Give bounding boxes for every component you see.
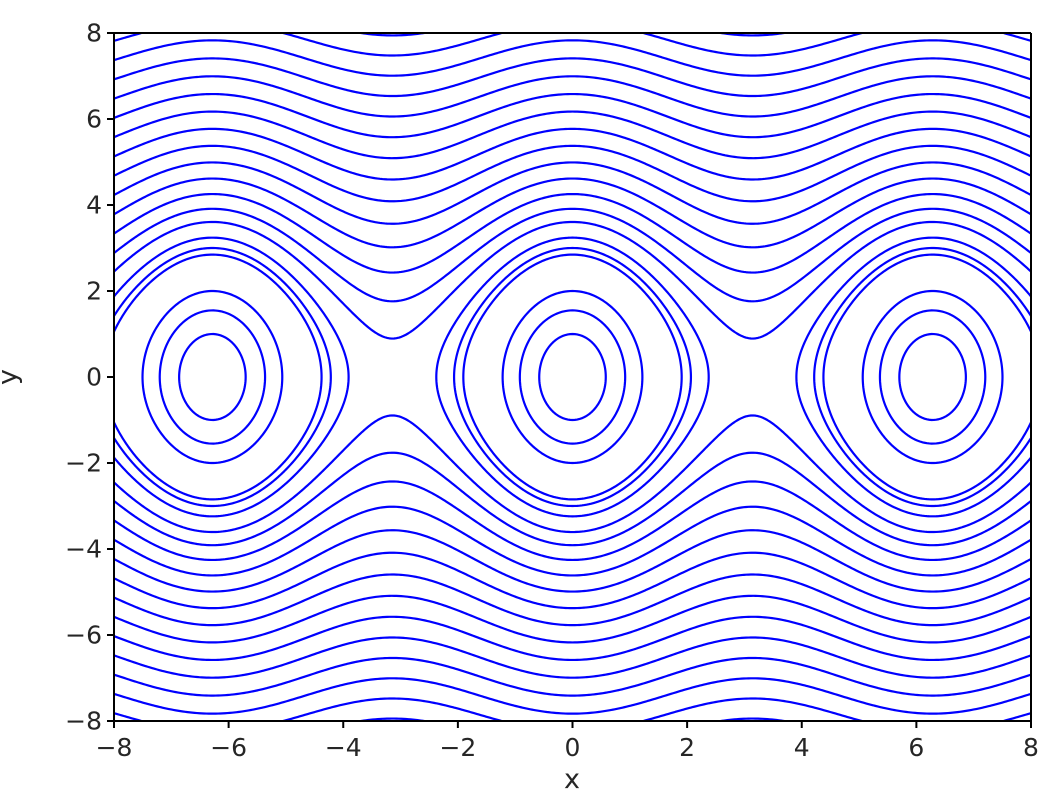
x-tick-label: 4 bbox=[793, 733, 810, 762]
contour-line bbox=[898, 332, 967, 422]
plot-background bbox=[114, 33, 1031, 721]
contour-line bbox=[114, 594, 1031, 644]
contour-line bbox=[114, 636, 1031, 679]
contour-line bbox=[114, 127, 1031, 181]
contour-line bbox=[878, 309, 987, 445]
contour-line bbox=[114, 414, 1031, 534]
x-tick-label: 0 bbox=[564, 733, 581, 762]
contour-line bbox=[114, 39, 1031, 77]
contour-line bbox=[114, 677, 1031, 715]
contour-line bbox=[114, 177, 1031, 249]
contour-line bbox=[114, 573, 1031, 627]
contour-line bbox=[80, 744, 95, 747]
y-tick-label: 8 bbox=[86, 18, 102, 48]
contour-line bbox=[114, 236, 350, 518]
contour-line bbox=[114, 75, 1031, 118]
y-axis-label: y bbox=[0, 369, 24, 385]
y-tick-label: 4 bbox=[86, 190, 102, 220]
contour-line bbox=[971, 724, 1057, 747]
contour-line bbox=[538, 332, 607, 422]
contour-line bbox=[330, 7, 455, 15]
y-tick-label: −8 bbox=[65, 706, 102, 736]
y-tick-label: 2 bbox=[86, 276, 102, 306]
x-tick-label: −4 bbox=[324, 733, 362, 762]
contour-line bbox=[501, 289, 644, 465]
contour-line bbox=[714, 717, 791, 721]
contour-lines bbox=[80, 7, 1057, 747]
contour-line bbox=[354, 33, 431, 37]
contour-line bbox=[114, 144, 1031, 203]
x-tick-label: 6 bbox=[908, 733, 925, 762]
contour-line bbox=[114, 220, 1031, 340]
y-tick-label: 0 bbox=[86, 362, 102, 392]
contour-line bbox=[114, 192, 1031, 274]
y-tick-label: −6 bbox=[65, 620, 102, 650]
contour-line bbox=[114, 551, 1031, 610]
contour-line bbox=[114, 110, 1031, 160]
contour-line bbox=[114, 57, 1031, 98]
contour-line bbox=[452, 246, 693, 508]
contour-line bbox=[435, 236, 710, 518]
contour-line bbox=[178, 332, 247, 422]
contour-line bbox=[114, 207, 1031, 303]
contour-line bbox=[114, 480, 1031, 562]
x-tick-label: −6 bbox=[210, 733, 248, 762]
contour-line bbox=[714, 33, 791, 37]
contour-line bbox=[813, 246, 1031, 508]
y-tick-label: 6 bbox=[86, 104, 102, 134]
contour-line bbox=[795, 236, 1031, 518]
contour-line bbox=[861, 289, 1004, 465]
contour-line bbox=[114, 529, 1031, 593]
contour-line bbox=[690, 7, 815, 15]
x-tick-label: 2 bbox=[679, 733, 696, 762]
y-tick-label: −4 bbox=[65, 534, 102, 564]
contour-line bbox=[822, 253, 1031, 501]
contour-line bbox=[114, 505, 1031, 577]
contour-line bbox=[1050, 744, 1057, 747]
contour-line bbox=[518, 309, 627, 445]
contour-line bbox=[114, 161, 1031, 225]
x-tick-label: 8 bbox=[1023, 733, 1039, 762]
contour-line bbox=[354, 717, 431, 721]
contour-line bbox=[114, 656, 1031, 697]
y-tick-label: −2 bbox=[65, 448, 102, 478]
contour-line bbox=[114, 253, 323, 501]
contour-line bbox=[141, 289, 284, 465]
contour-line bbox=[114, 615, 1031, 662]
contour-line bbox=[114, 451, 1031, 547]
contour-line bbox=[114, 246, 332, 508]
axis-ticks bbox=[107, 32, 1032, 728]
x-tick-label: −8 bbox=[95, 733, 133, 762]
contour-line bbox=[971, 7, 1057, 30]
contour-line bbox=[158, 309, 267, 445]
contour-line bbox=[114, 92, 1031, 139]
x-tick-label: −2 bbox=[439, 733, 477, 762]
contour-line bbox=[1050, 7, 1057, 10]
contour-line bbox=[80, 7, 95, 10]
contour-line bbox=[462, 253, 683, 501]
